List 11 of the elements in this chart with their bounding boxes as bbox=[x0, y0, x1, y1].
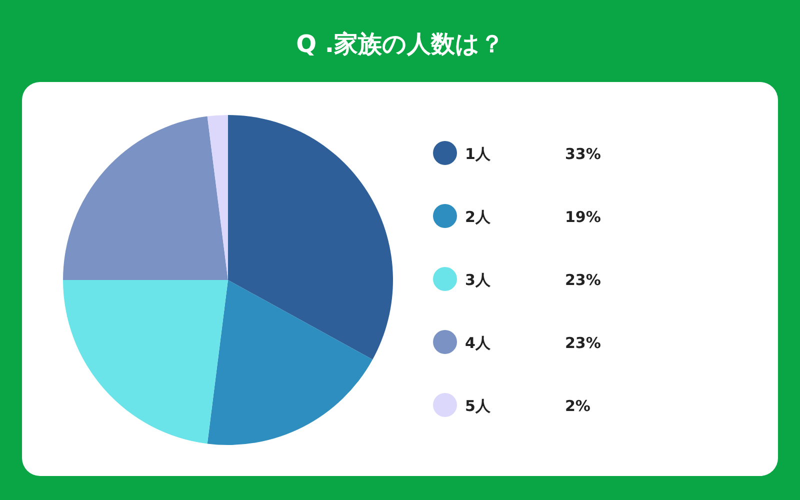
data-label: 23% bbox=[565, 334, 601, 352]
data-label: 2% bbox=[565, 397, 590, 415]
legend-label: 1人 bbox=[465, 145, 492, 163]
legend-label: 5人 bbox=[465, 397, 492, 415]
legend-label: 4人 bbox=[465, 334, 492, 352]
chart-title: Q .家族の人数は？ bbox=[296, 30, 504, 58]
legend-label: 2人 bbox=[465, 208, 492, 226]
data-label: 23% bbox=[565, 271, 601, 289]
data-label: 33% bbox=[565, 145, 601, 163]
legend-label: 3人 bbox=[465, 271, 492, 289]
data-label: 19% bbox=[565, 208, 601, 226]
